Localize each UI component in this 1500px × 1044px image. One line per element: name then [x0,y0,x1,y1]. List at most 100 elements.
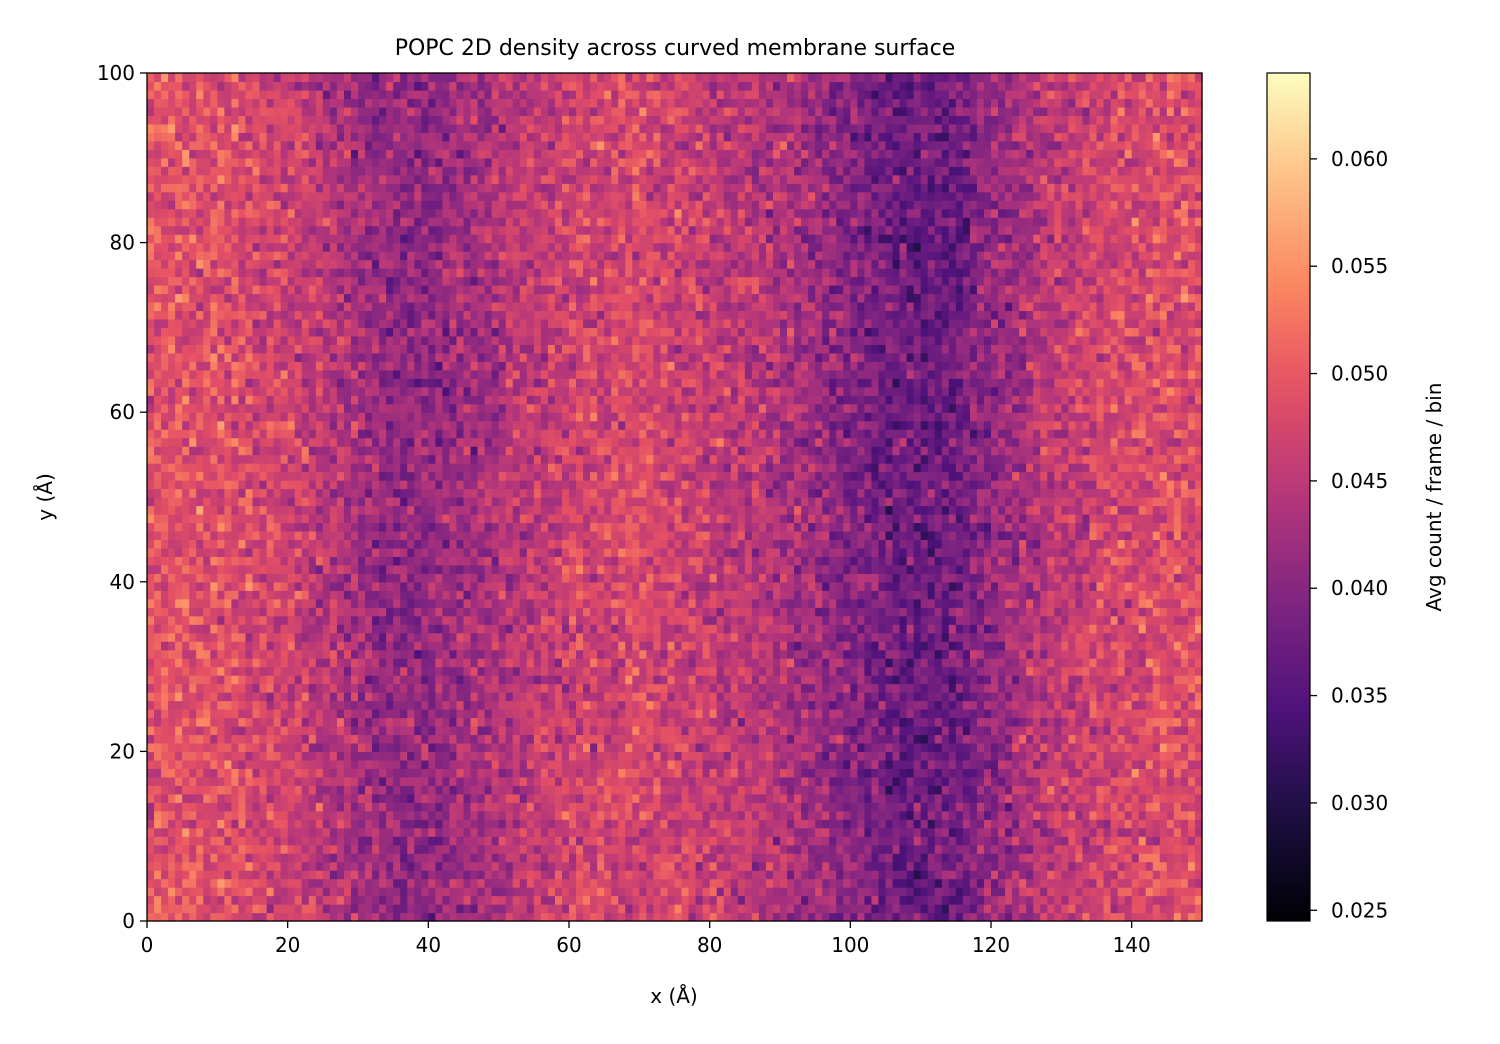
heatmap-cell [569,742,577,752]
heatmap-cell [751,742,760,752]
heatmap-cell [1019,666,1027,676]
heatmap-cell [1061,768,1069,778]
heatmap-cell [224,802,232,812]
heatmap-cell [505,709,514,719]
heatmap-cell [154,912,162,922]
heatmap-cell [899,641,908,651]
heatmap-cell [175,844,183,854]
heatmap-cell [505,692,514,702]
heatmap-cell [329,802,338,812]
heatmap-cell [632,904,640,914]
heatmap-cell [505,759,514,769]
heatmap-cell [1075,700,1084,710]
heatmap-cell [780,683,788,693]
heatmap-cell [1145,827,1154,837]
heatmap-cell [772,692,781,702]
heatmap-cell [203,725,211,736]
heatmap-cell [1138,725,1147,736]
heatmap-cell [168,844,176,854]
heatmap-cell [815,861,823,871]
heatmap-cell [1180,759,1189,769]
heatmap-cell [1019,717,1027,727]
heatmap-cell [1040,641,1048,651]
heatmap-cell [1173,870,1182,880]
heatmap-cell [948,887,957,897]
heatmap-cell [744,861,753,871]
heatmap-cell [1019,870,1027,880]
heatmap-cell [744,751,753,761]
heatmap-cell [484,827,493,837]
heatmap-cell [583,768,591,778]
heatmap-cell [231,768,240,778]
heatmap-cell [885,853,894,863]
heatmap-cell [154,844,162,854]
heatmap-cell [639,785,647,795]
heatmap-cell [681,887,690,897]
heatmap-cell [407,700,415,710]
heatmap-cell [991,895,999,905]
heatmap-cell [1124,844,1133,854]
heatmap-cell [913,675,922,685]
heatmap-cell [315,742,324,752]
heatmap-cell [273,700,282,710]
heatmap-cell [906,785,915,795]
heatmap-cell [315,759,324,769]
heatmap-cell [477,844,486,854]
heatmap-cell [674,759,683,769]
heatmap-cell [238,810,247,820]
heatmap-cell [1089,810,1098,820]
heatmap-cell [709,878,718,888]
heatmap-cell [780,717,788,727]
heatmap-cell [273,759,282,769]
heatmap-cell [1047,709,1055,719]
heatmap-cell [646,793,654,803]
heatmap-cell [372,641,380,651]
heatmap-cell [871,658,880,668]
heatmap-cell [674,878,683,888]
heatmap-cell [829,895,837,905]
heatmap-cell [322,853,331,863]
heatmap-cell [1075,709,1084,719]
heatmap-cell [1047,827,1055,837]
heatmap-cell [161,904,169,914]
heatmap-cell [646,861,654,871]
heatmap-cell [667,793,676,803]
heatmap-cell [695,802,704,812]
heatmap-cell [969,658,978,668]
heatmap-cell [927,675,936,685]
heatmap-cell [688,887,697,897]
heatmap-cell [231,853,240,863]
heatmap-cell [1110,785,1119,795]
heatmap-cell [463,641,472,651]
heatmap-cell [920,709,929,719]
heatmap-cell [273,810,282,820]
heatmap-cell [252,844,261,854]
heatmap-cell [287,692,296,702]
heatmap-cell [414,709,422,719]
heatmap-cell [927,793,936,803]
heatmap-cell [1131,810,1140,820]
heatmap-cell [259,725,268,736]
heatmap-cell [1138,700,1147,710]
heatmap-cell [1026,683,1034,693]
heatmap-cell [864,658,873,668]
heatmap-cell [744,709,753,719]
heatmap-cell [252,768,261,778]
heatmap-cell [175,853,183,863]
heatmap-cell [386,887,394,897]
heatmap-cell [1103,776,1112,786]
heatmap-cell [273,878,282,888]
heatmap-cell [667,861,676,871]
heatmap-cell [1075,904,1084,914]
heatmap-cell [998,810,1006,820]
heatmap-cell [414,725,422,736]
heatmap-cell [1110,742,1119,752]
heatmap-cell [829,751,837,761]
heatmap-cell [744,717,753,727]
heatmap-cell [1152,751,1161,761]
heatmap-cell [329,776,338,786]
heatmap-cell [815,844,823,854]
heatmap-cell [878,641,887,651]
heatmap-cell [175,870,183,880]
heatmap-cell [540,751,549,761]
